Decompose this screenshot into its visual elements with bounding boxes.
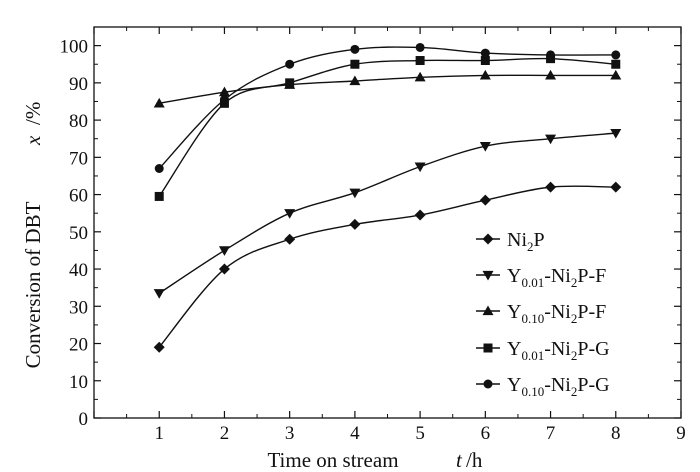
legend-item: Y0.10-Ni2P-G [476, 374, 610, 399]
x-tick-label: 4 [350, 423, 360, 444]
y-tick-label: 10 [69, 372, 88, 393]
series-line [158, 132, 616, 294]
x-tick-label: 3 [285, 423, 295, 444]
y-tick-label: 70 [69, 148, 88, 169]
y-axis-unit: /% [21, 102, 45, 125]
legend-label: Y0.01-Ni2P-G [507, 338, 610, 363]
series-2 [153, 129, 622, 299]
data-point [154, 164, 164, 174]
legend-item: Y0.10-Ni2P-F [476, 301, 606, 326]
y-tick-label: 100 [60, 37, 89, 58]
x-axis-variable: t [456, 448, 463, 472]
data-point [153, 341, 165, 353]
y-tick-label: 60 [69, 186, 88, 207]
data-point [480, 56, 490, 66]
x-axis: 1 2 3 4 5 6 7 8 9 [93, 27, 686, 444]
data-point [285, 59, 295, 69]
data-point [479, 69, 491, 80]
legend-label: Y0.10-Ni2P-F [507, 301, 606, 326]
data-point [545, 69, 557, 80]
y-tick-label: 20 [69, 335, 88, 356]
data-point [350, 44, 360, 54]
series-1 [153, 181, 622, 353]
data-point [545, 134, 557, 145]
data-point [284, 233, 296, 245]
x-tick-label: 1 [154, 423, 164, 444]
legend-marker [482, 233, 494, 245]
data-point [284, 209, 296, 219]
data-point [153, 289, 165, 299]
y-axis-variable: x [21, 135, 45, 146]
legend-label: Ni2P [507, 229, 545, 254]
data-point [415, 42, 425, 52]
data-point [153, 97, 165, 108]
data-point [610, 129, 622, 139]
data-point [218, 86, 230, 97]
data-point [479, 194, 491, 206]
data-point [479, 142, 491, 152]
data-point [611, 50, 621, 60]
legend-marker [482, 270, 494, 281]
y-tick-label: 30 [69, 297, 88, 318]
y-axis: 0 10 20 30 40 50 60 70 80 90 100 [60, 37, 681, 430]
data-point [349, 75, 361, 86]
data-point [285, 78, 295, 88]
x-tick-label: 5 [415, 423, 425, 444]
data-point [480, 48, 490, 58]
data-point [545, 181, 557, 193]
x-axis-label: Time on stream [267, 448, 398, 472]
data-point [610, 69, 622, 80]
data-point [546, 50, 556, 60]
data-point [414, 209, 426, 221]
x-tick-label: 6 [481, 423, 491, 444]
y-tick-label: 50 [69, 223, 88, 244]
data-point [218, 246, 230, 256]
y-tick-label: 90 [69, 74, 88, 95]
data-point [154, 191, 164, 201]
y-axis-label: Conversion of DBT [21, 201, 45, 368]
x-axis-unit: /h [466, 448, 483, 472]
data-point [350, 59, 360, 69]
data-point [349, 188, 361, 199]
data-point [610, 181, 622, 193]
series-5 [154, 42, 621, 174]
data-point [218, 263, 230, 275]
data-point [414, 71, 426, 82]
x-tick-label: 9 [676, 423, 686, 444]
data-point [219, 95, 229, 105]
series-line [159, 74, 616, 105]
y-tick-label: 80 [69, 111, 88, 132]
legend-marker [483, 379, 493, 389]
data-point [611, 59, 621, 69]
data-point [349, 218, 361, 230]
x-tick-label: 2 [220, 423, 230, 444]
legend-marker [482, 305, 494, 316]
legend-marker [483, 343, 493, 353]
legend: Ni2P Y0.01-Ni2P-F Y0.10-Ni2P-F Y0.01-Ni2P-G… [476, 229, 610, 399]
x-tick-label: 8 [611, 423, 621, 444]
x-tick-label: 7 [546, 423, 556, 444]
legend-item: Y0.01-Ni2P-G [476, 338, 610, 363]
legend-label: Y0.01-Ni2P-F [507, 265, 606, 290]
legend-item: Y0.01-Ni2P-F [476, 265, 606, 290]
y-tick-label: 0 [79, 409, 89, 430]
y-tick-label: 40 [69, 260, 88, 281]
legend-label: Y0.10-Ni2P-G [507, 374, 610, 399]
series-layer [153, 42, 622, 353]
legend-item: Ni2P [476, 229, 545, 254]
data-point [414, 162, 426, 173]
data-point [415, 56, 425, 66]
